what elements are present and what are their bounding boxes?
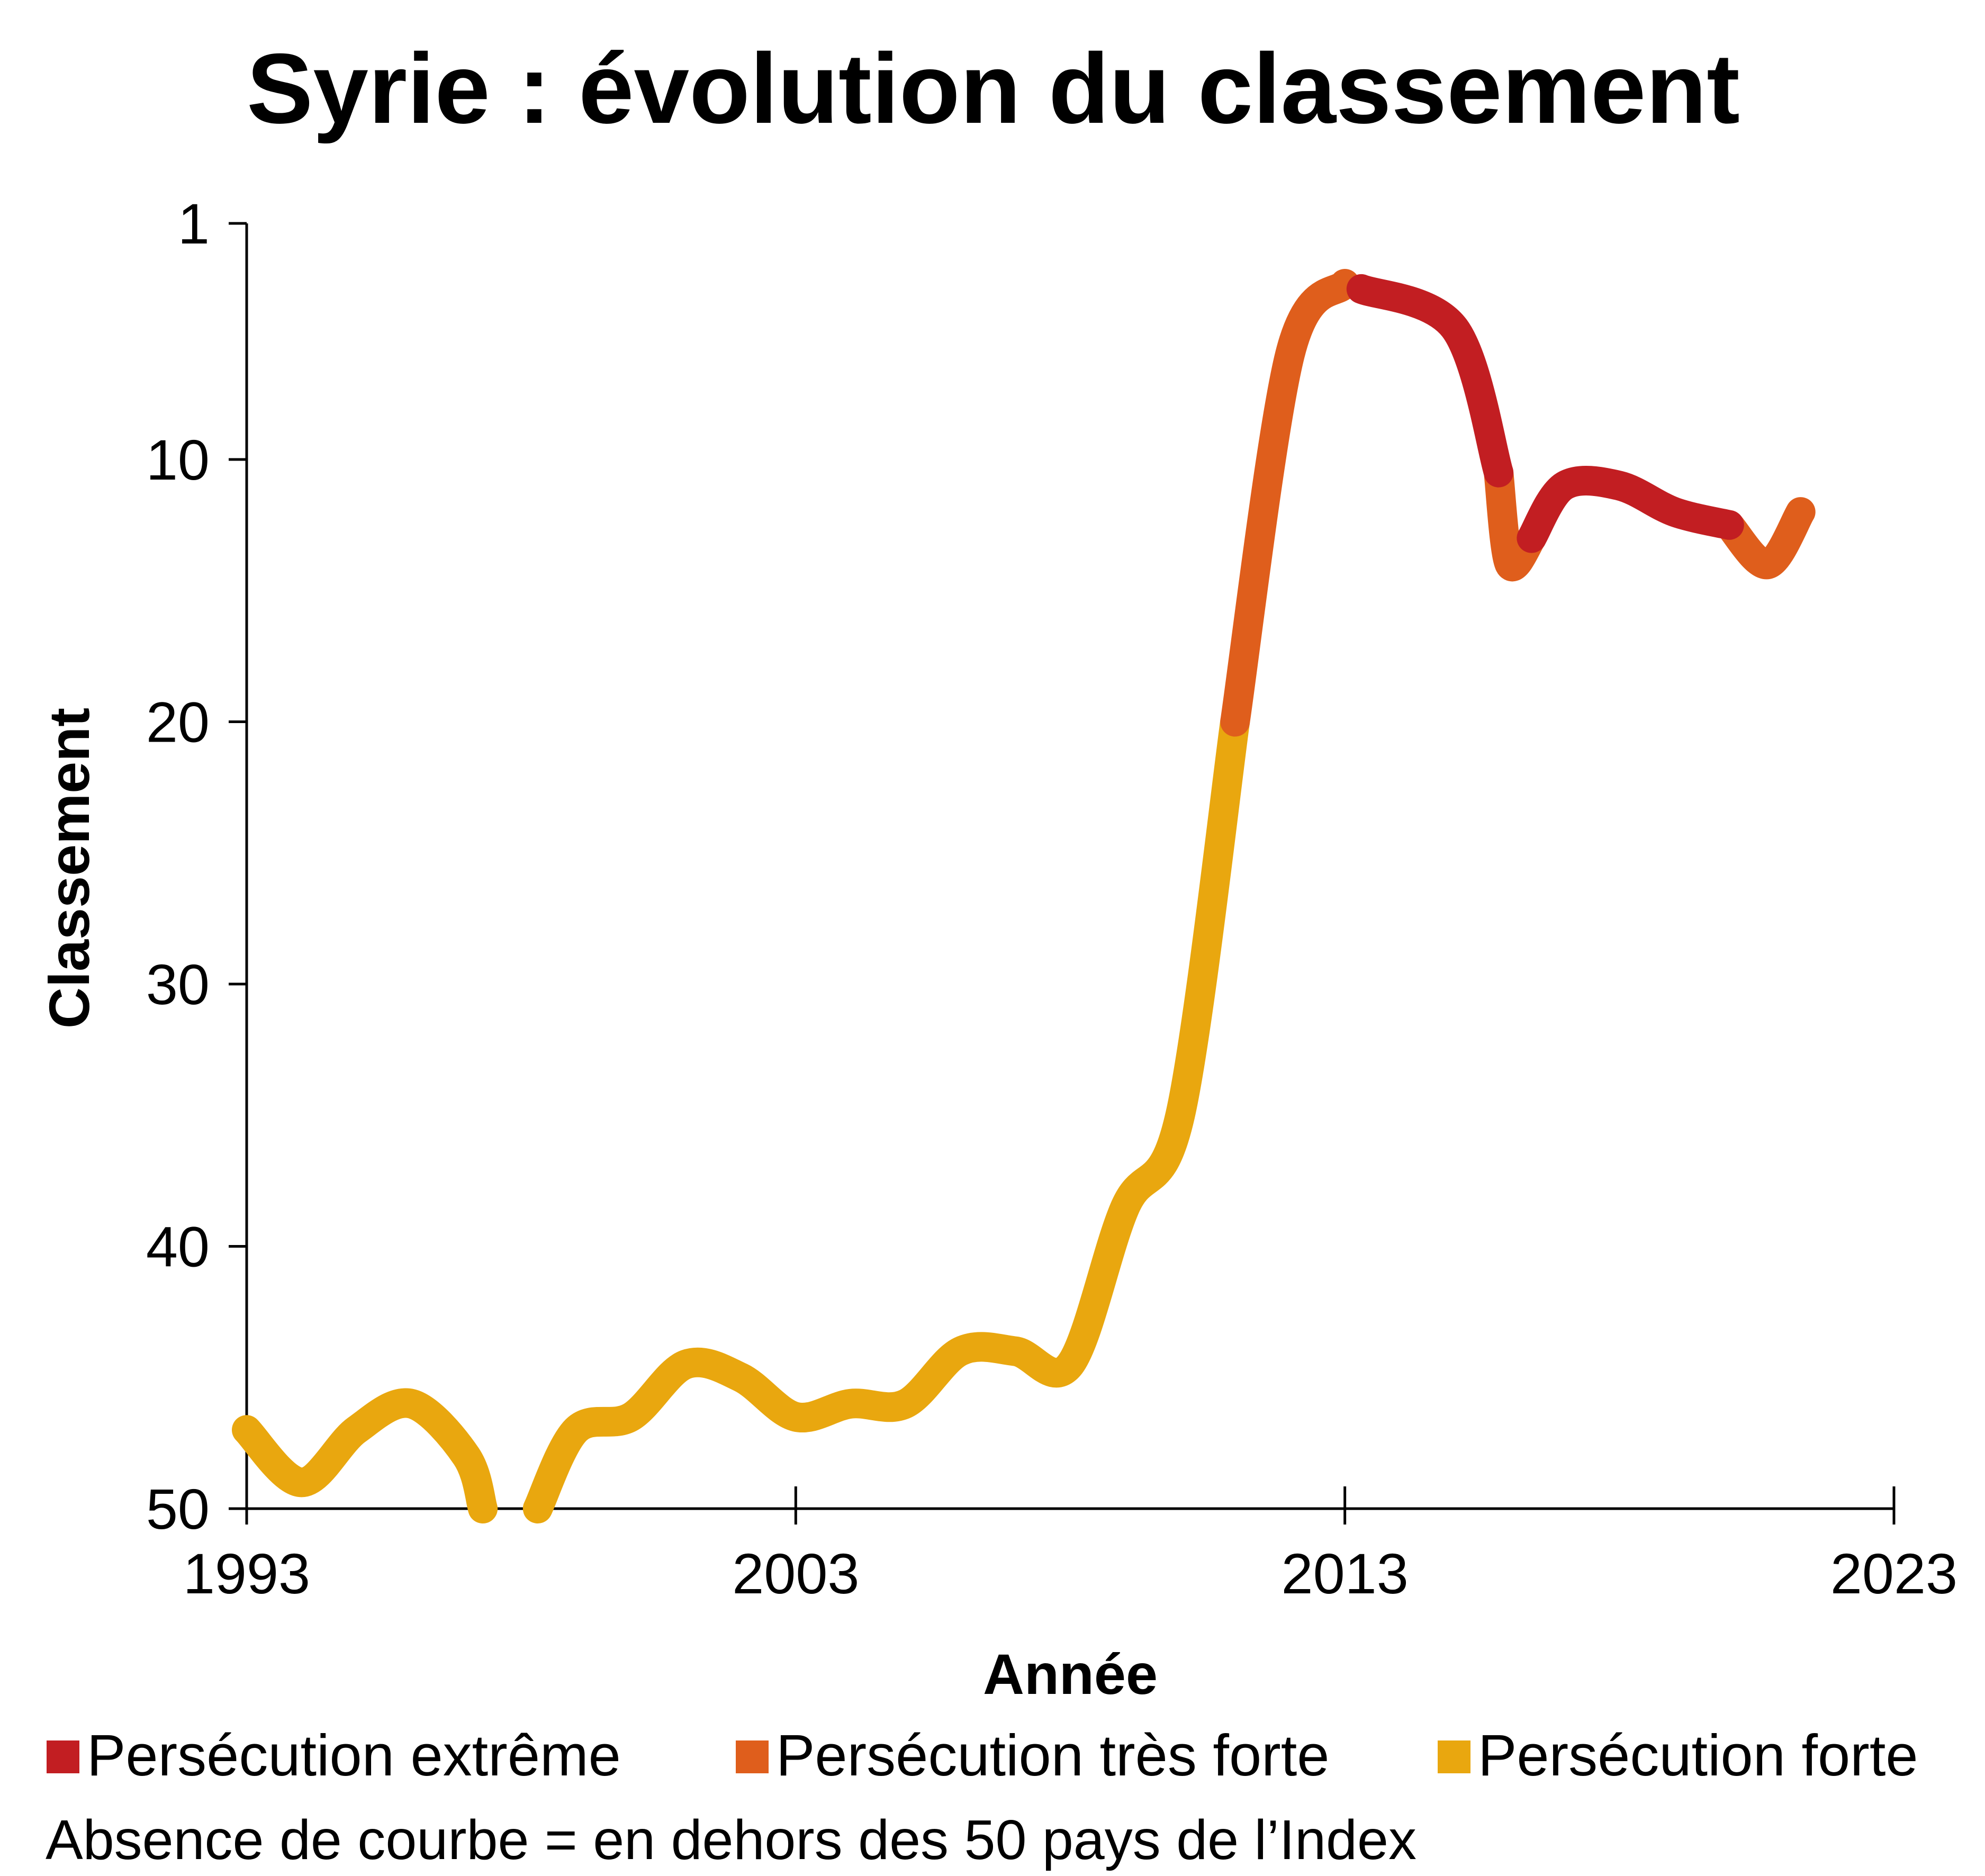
series-line-persecution-tres-forte-3 <box>1714 497 1816 580</box>
x-axis-title: Année <box>983 1642 1158 1706</box>
y-axis-ticks: 1 10 20 30 40 50 <box>146 192 247 1541</box>
series-line-persecution-tres-forte-1 <box>1220 269 1360 737</box>
series-lines <box>232 269 1816 1523</box>
x-tick-label: 2013 <box>1282 1541 1409 1606</box>
y-tick-label: 1 <box>178 192 210 256</box>
series-line-persecution-forte-1 <box>232 1388 498 1523</box>
y-tick-label: 40 <box>146 1214 210 1278</box>
footnote: Absence de courbe = en dehors des 50 pay… <box>46 1809 1416 1871</box>
legend-swatch-forte <box>1438 1740 1470 1773</box>
x-tick-label: 2003 <box>732 1541 859 1606</box>
legend-swatch-extreme <box>47 1740 79 1773</box>
series-line-persecution-extreme-2 <box>1517 466 1744 553</box>
x-tick-label: 1993 <box>183 1541 310 1606</box>
legend-label-tres-forte: Persécution très forte <box>776 1723 1329 1788</box>
chart-title: Syrie : évolution du classement <box>247 33 1740 144</box>
series-line-persecution-forte-2 <box>522 707 1250 1523</box>
legend-label-forte: Persécution forte <box>1478 1723 1918 1788</box>
y-tick-label: 10 <box>146 428 210 492</box>
y-tick-label: 50 <box>146 1477 210 1541</box>
x-axis-ticks: 1993 2003 2013 2023 <box>183 1486 1957 1606</box>
series-line-persecution-extreme-1 <box>1346 274 1514 488</box>
x-tick-label: 2023 <box>1830 1541 1957 1606</box>
legend-swatch-tres-forte <box>736 1740 769 1773</box>
y-tick-label: 30 <box>146 952 210 1016</box>
legend-label-extreme: Persécution extrême <box>87 1723 621 1788</box>
y-axis-title: Classement <box>37 708 101 1029</box>
legend: Persécution extrême Persécution très for… <box>47 1723 1918 1788</box>
y-tick-label: 20 <box>146 690 210 754</box>
